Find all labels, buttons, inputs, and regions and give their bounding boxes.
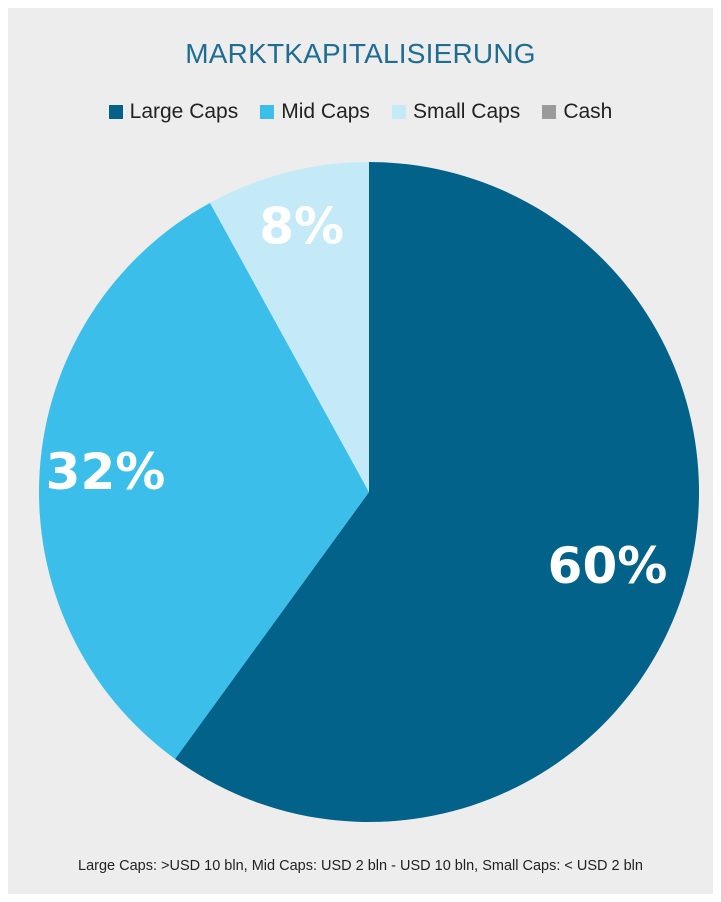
chart-footnote: Large Caps: >USD 10 bln, Mid Caps: USD 2… [78, 858, 643, 874]
legend-label-small-caps: Small Caps [412, 100, 521, 123]
pie-slice-large-caps [175, 162, 700, 822]
legend-label-cash: Cash [563, 100, 613, 123]
legend-item-large-caps: Large Caps [108, 100, 239, 124]
pie-chart: 60% 32% 8% [39, 162, 700, 822]
slice-label-small-caps: 8% [259, 197, 344, 255]
pie-slice-mid-caps [39, 202, 369, 759]
legend-swatch-large-caps [108, 105, 123, 119]
slice-label-large-caps: 60% [548, 537, 668, 595]
legend-swatch-cash [542, 105, 557, 119]
slice-label-mid-caps: 32% [46, 443, 166, 501]
chart-legend: Large Caps Mid Caps Small Caps Cash [8, 100, 713, 124]
legend-item-cash: Cash [542, 100, 612, 124]
legend-swatch-mid-caps [260, 105, 275, 119]
legend-swatch-small-caps [391, 105, 406, 119]
legend-label-large-caps: Large Caps [129, 100, 239, 123]
chart-card: MARKTKAPITALISIERUNG Large Caps Mid Caps… [8, 8, 713, 894]
legend-item-mid-caps: Mid Caps [260, 100, 370, 124]
pie-slice-small-caps [210, 162, 369, 492]
legend-label-mid-caps: Mid Caps [281, 100, 370, 123]
chart-title: MARKTKAPITALISIERUNG [185, 38, 536, 69]
legend-item-small-caps: Small Caps [391, 100, 521, 124]
